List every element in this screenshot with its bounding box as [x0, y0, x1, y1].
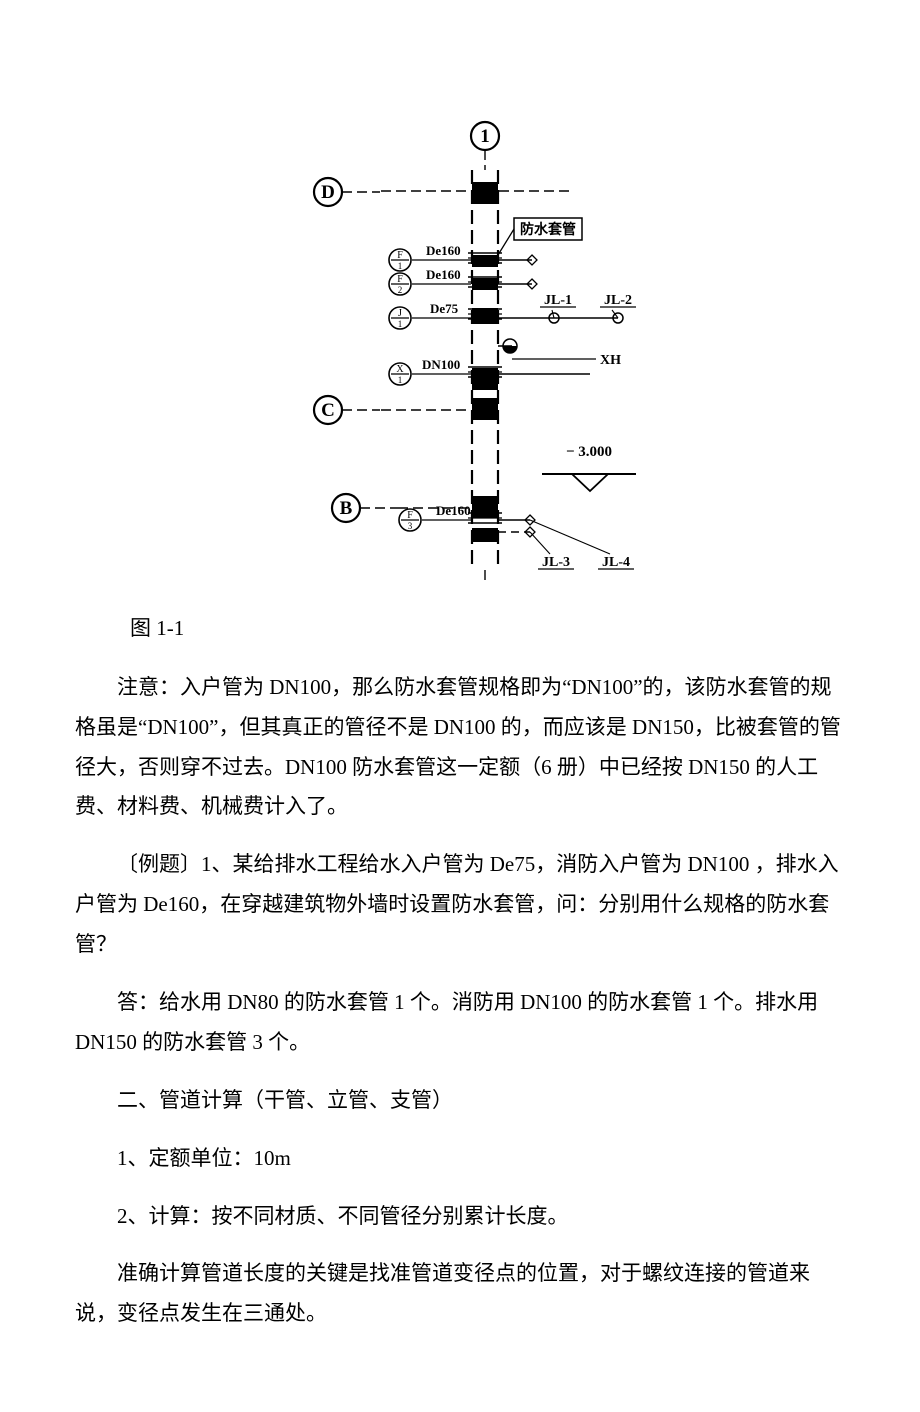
- svg-text:JL-2: JL-2: [604, 293, 632, 308]
- paragraph-answer: 答：给水用 DN80 的防水套管 1 个。消防用 DN100 的防水套管 1 个…: [75, 983, 845, 1063]
- svg-text:X: X: [396, 364, 404, 375]
- svg-text:3: 3: [408, 521, 413, 531]
- svg-text:− 3.000: − 3.000: [566, 444, 612, 460]
- paragraph-key: 准确计算管道长度的关键是找准管道变径点的位置，对于螺纹连接的管道来说，变径点发生…: [75, 1254, 845, 1334]
- svg-text:JL-1: JL-1: [544, 293, 572, 308]
- svg-text:De160: De160: [426, 267, 461, 282]
- svg-text:1: 1: [398, 319, 403, 329]
- svg-text:1: 1: [398, 375, 403, 385]
- svg-text:De75: De75: [430, 301, 459, 316]
- figure-svg: 1DCB防水套管F1F2J1X1F3De160De160De75DN100De1…: [250, 100, 670, 580]
- paragraph-example: 〔例题〕1、某给排水工程给水入户管为 De75，消防入户管为 DN100 ，排水…: [75, 845, 845, 965]
- svg-text:D: D: [321, 182, 335, 203]
- svg-text:1: 1: [480, 126, 490, 147]
- paragraph-item2: 2、计算：按不同材质、不同管径分别累计长度。: [75, 1197, 845, 1237]
- svg-text:防水套管: 防水套管: [520, 221, 576, 237]
- figure-caption: 图 1-1: [130, 610, 845, 648]
- svg-text:F: F: [407, 510, 413, 521]
- svg-text:F: F: [397, 250, 403, 261]
- svg-text:1: 1: [398, 261, 403, 271]
- svg-text:2: 2: [398, 285, 403, 295]
- svg-text:C: C: [321, 400, 335, 421]
- svg-text:XH: XH: [600, 353, 621, 368]
- svg-text:De160: De160: [436, 503, 471, 518]
- svg-text:F: F: [397, 274, 403, 285]
- figure-container: 1DCB防水套管F1F2J1X1F3De160De160De75DN100De1…: [75, 100, 845, 580]
- paragraph-section: 二、管道计算（干管、立管、支管）: [75, 1081, 845, 1121]
- paragraph-item1: 1、定额单位：10m: [75, 1139, 845, 1179]
- svg-text:JL-3: JL-3: [542, 555, 570, 570]
- svg-text:DN100: DN100: [422, 357, 460, 372]
- svg-text:B: B: [340, 498, 353, 519]
- svg-text:De160: De160: [426, 243, 461, 258]
- paragraph-note: 注意：入户管为 DN100，那么防水套管规格即为“DN100”的，该防水套管的规…: [75, 668, 845, 828]
- svg-text:J: J: [398, 308, 402, 319]
- svg-text:JL-4: JL-4: [602, 555, 630, 570]
